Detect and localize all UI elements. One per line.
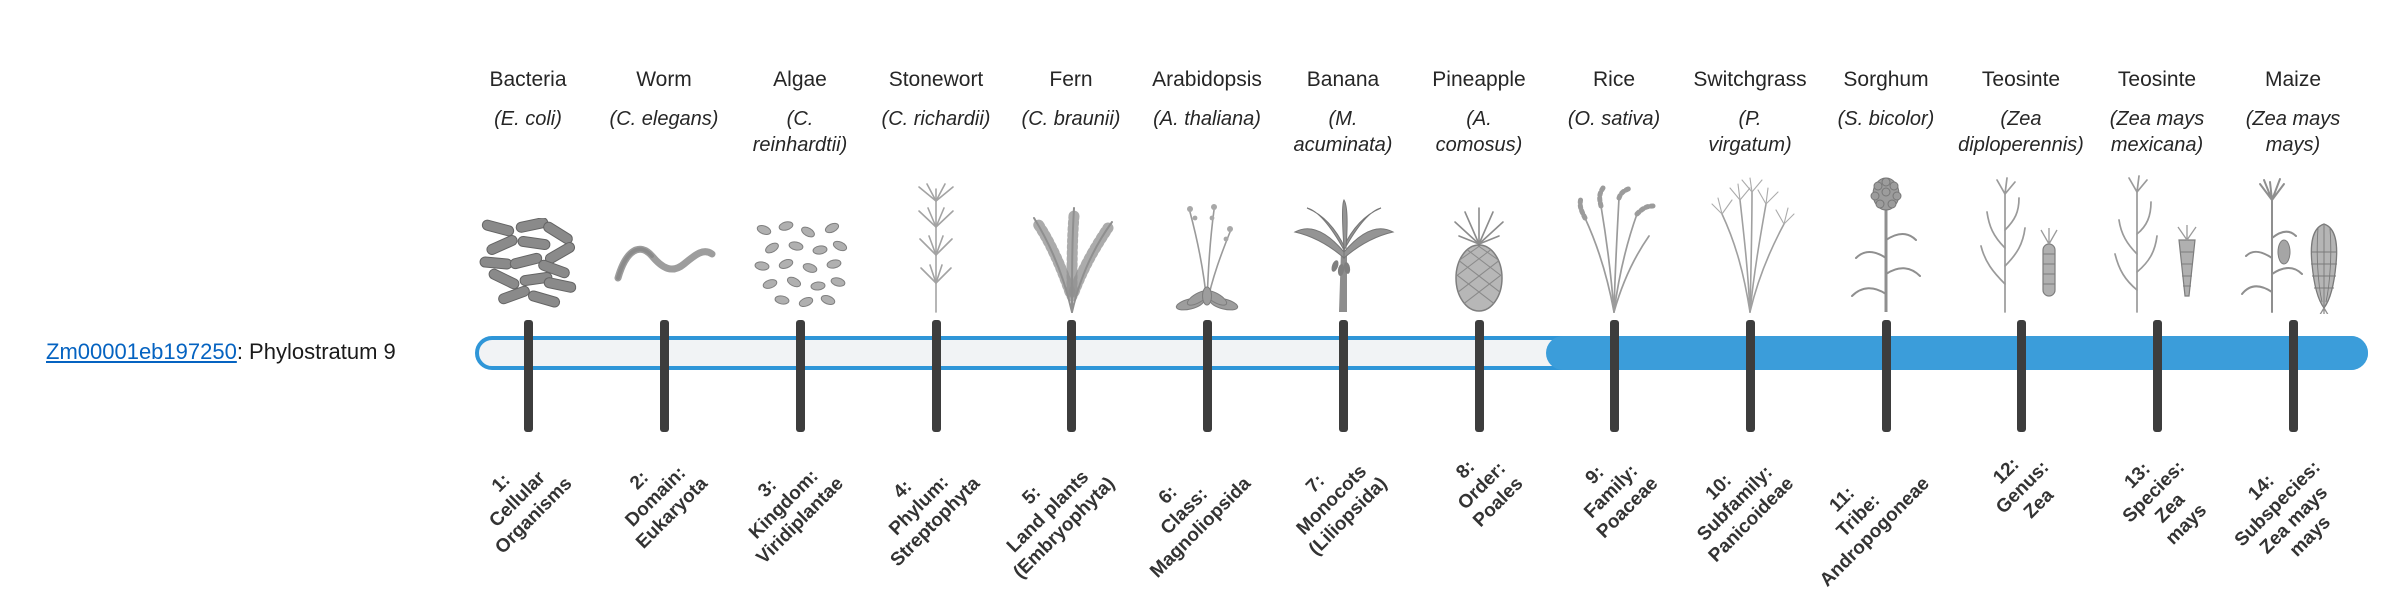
sorghum-illustration [1818,164,1954,314]
organism-scientific-name: (A. thaliana) [1153,108,1261,130]
phylostratum-tick-6 [1202,320,1212,432]
stratum-label-14: 14: Subspecies: Zea mays mays [2230,456,2335,562]
phylostratum-tick-11 [1881,320,1891,432]
phylostratum-tick-1 [523,320,533,432]
organism-common-name: Teosinte [1981,68,2061,91]
organism-scientific-name: (Zea diploperennis) [1958,108,2084,156]
stratum-label-8: 8: Order: Poales [1452,456,1528,532]
teosinte-mexicana-illustration [2089,164,2225,314]
phylostratum-tick-3 [795,320,805,432]
stratum-label-3: 3: Kingdom: Viridiplantae [745,465,849,569]
switchgrass-illustration [1682,164,1818,314]
organism-common-name: Stonewort [888,68,984,91]
organism-column-algae: Algae (C. reinhardtii) [732,40,868,580]
stratum-label-10: 10: Subfamily: Panicoideae [1693,461,1799,567]
organism-scientific-name: (C. reinhardtii) [752,108,848,156]
organism-common-name: Maize [2264,68,2322,91]
organism-common-name: Worm [636,68,692,91]
gene-phylostratum-text: : Phylostratum 9 [236,339,396,364]
stratum-label-4: 4: Phylum: Streptophyta [885,471,985,571]
organism-common-name: Arabidopsis [1152,68,1262,91]
phylostratum-tick-2 [659,320,669,432]
bacteria-illustration [460,164,596,314]
organism-common-name: Pineapple [1432,68,1526,91]
organism-column-stonewort: Stonewort (C. richardii) 4: Phylum: Stre… [868,40,1004,580]
organism-column-bacteria: Bacteria (E. coli) [460,40,596,580]
organism-scientific-name: (O. sativa) [1567,108,1661,130]
stonewort-illustration [868,164,1004,314]
phylostratum-tick-9 [1609,320,1619,432]
organism-common-name: Teosinte [2117,68,2197,91]
teosinte-diploperennis-illustration [1953,164,2089,314]
organism-scientific-name: (S. bicolor) [1837,108,1935,130]
phylostratum-tick-13 [2152,320,2162,432]
organism-common-name: Fern [1049,68,1093,91]
stratum-label-12: 12: Genus: Zea [1988,454,2058,523]
organism-column-teosinte-diploperennis: Teosinte (Zea diploperennis) [1953,40,2089,580]
organism-scientific-name: (E. coli) [494,108,562,130]
organism-column-arabidopsis: Arabidopsis (A. thaliana) [1139,40,1275,582]
organism-column-fern: Fern (C. braunii) 5: Land plants (Embryo… [1003,40,1139,583]
banana-illustration [1275,164,1411,314]
organism-column-maize: Maize (Zea mays mays) [2225,40,2361,580]
phylostratum-tick-4 [931,320,941,432]
organism-scientific-name: (P. virgatum) [1708,108,1792,156]
stratum-label-2: 2: Domain: Eukaryota [621,462,713,554]
organism-common-name: Bacteria [489,68,567,91]
organism-common-name: Banana [1306,68,1380,91]
stratum-label-7: 7: Monocots (Liliopsida) [1292,461,1392,560]
algae-illustration [732,164,868,314]
gene-id-link[interactable]: Zm00001eb197250 [46,339,237,364]
organism-scientific-name: (C. braunii) [1021,108,1121,130]
stratum-label-9: 9: Family: Poaceae [1580,460,1663,543]
organism-column-teosinte-mexicana: Teosinte (Zea mays mexicana) [2089,40,2225,580]
arabidopsis-illustration [1139,164,1275,314]
organism-scientific-name: (A. comosus) [1435,108,1523,156]
organism-common-name: Sorghum [1843,68,1929,91]
phylostratum-tick-8 [1474,320,1484,432]
organism-column-rice: Rice (O. sativa) 9: Family: Poaceae [1546,40,1682,580]
phylostratum-tick-14 [2288,320,2298,432]
phylostratum-figure: Zm00001eb197250: Phylostratum 9 Bacteria… [46,40,2368,591]
organism-column-banana: Banana (M. acuminata) 7: Monoc [1275,40,1411,580]
organism-scientific-name: (Zea mays mays) [2245,108,2341,156]
organism-scientific-name: (C. elegans) [609,108,719,130]
organism-common-name: Rice [1592,68,1636,91]
phylostratum-fill [1546,336,2368,370]
phylostratum-tick-5 [1066,320,1076,432]
maize-illustration [2225,164,2361,314]
phylostratum-tick-10 [1745,320,1755,432]
phylostratum-tick-7 [1338,320,1348,432]
organism-scientific-name: (Zea mays mexicana) [2109,108,2205,156]
pineapple-illustration [1411,164,1547,314]
organism-column-pineapple: Pineapple (A. comosus) 8: Order: Poales [1411,40,1547,580]
stratum-label-1: 1: Cellular Organisms [485,467,577,559]
organism-column-switchgrass: Switchgrass (P. virgatum) [1682,40,1818,580]
stratum-label-13: 13: Species: Zea mays [2118,456,2211,550]
organism-common-name: Algae [773,68,827,91]
rice-illustration [1546,164,1682,314]
organism-common-name: Switchgrass [1693,68,1807,91]
organism-column-worm: Worm (C. elegans) 2: Domain: Eukaryota [596,40,732,580]
fern-illustration [1003,164,1139,314]
worm-illustration [596,164,732,314]
organism-scientific-name: (M. acuminata) [1293,108,1393,156]
gene-label: Zm00001eb197250: Phylostratum 9 [46,339,396,365]
organism-scientific-name: (C. richardii) [881,108,991,130]
organism-column-sorghum: Sorghum (S. bicolor) 11: Tribe [1816,40,1954,591]
phylostratum-tick-12 [2016,320,2026,432]
